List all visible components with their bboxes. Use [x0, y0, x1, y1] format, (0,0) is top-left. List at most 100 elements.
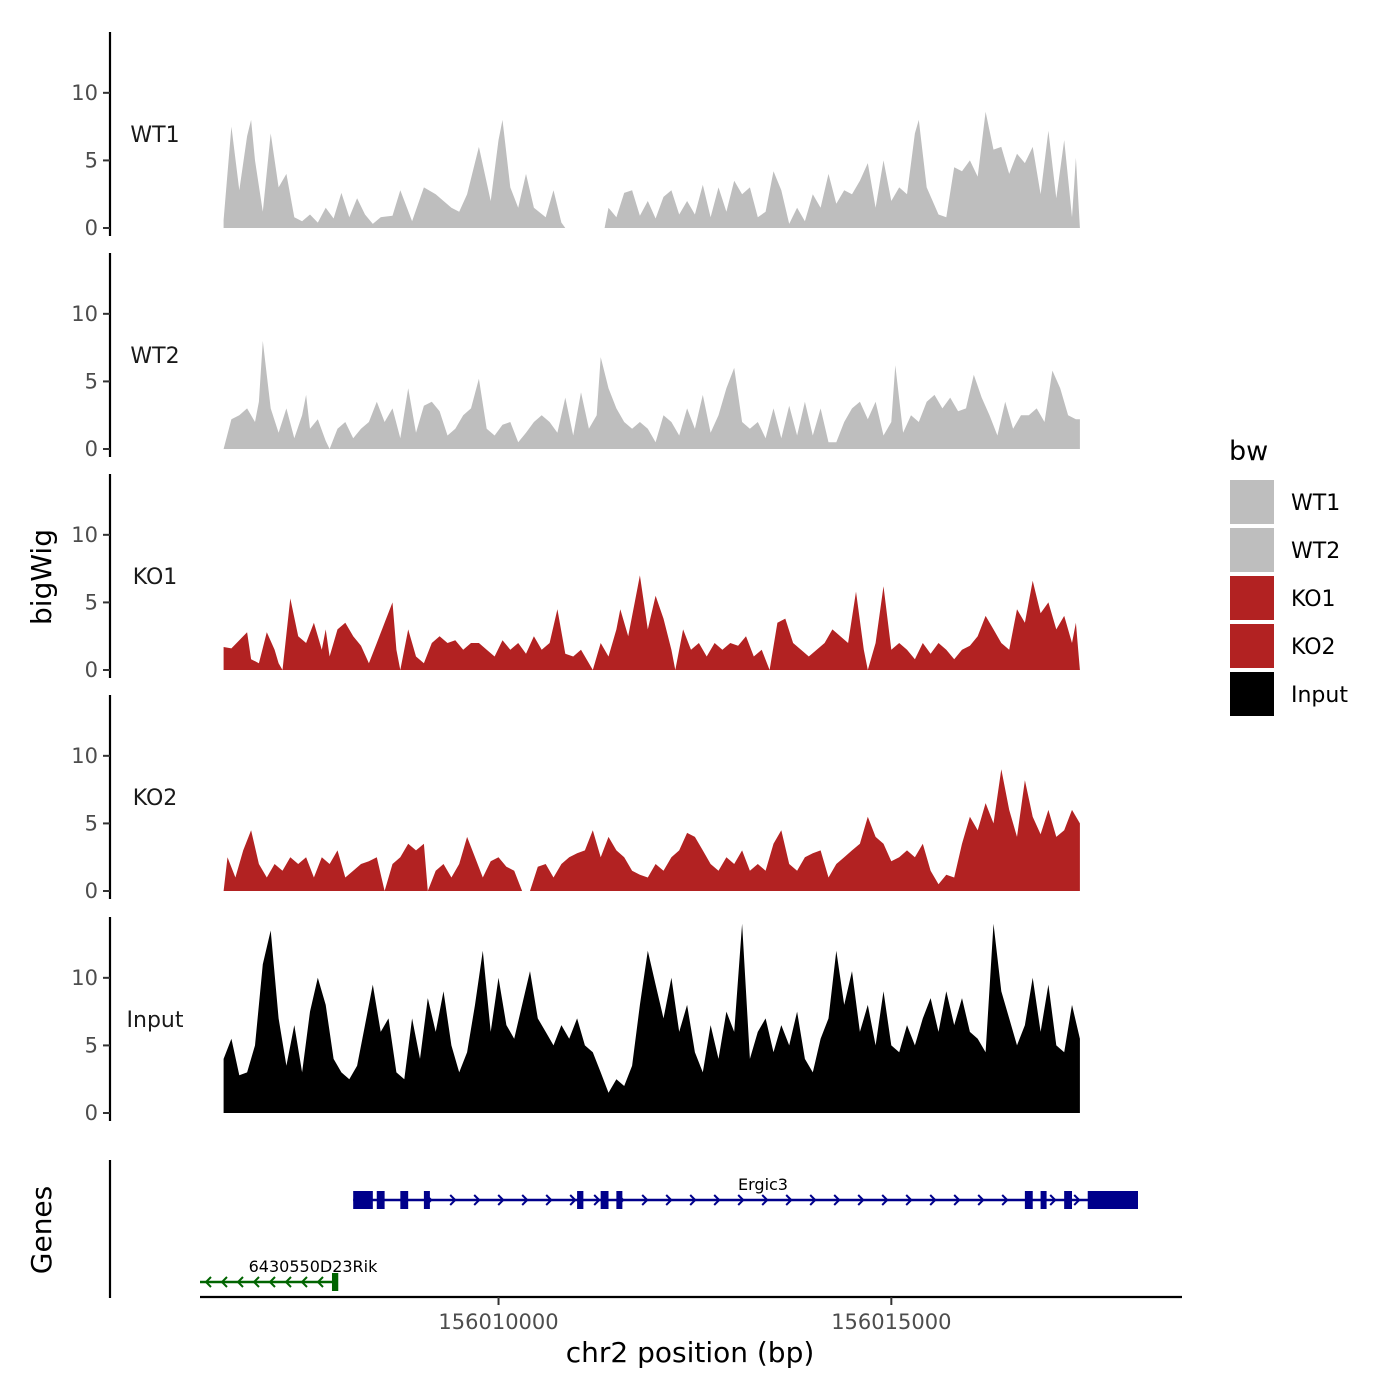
strand-arrow — [284, 1276, 292, 1288]
y-tick-label: 10 — [71, 744, 98, 768]
strand-arrow — [761, 1194, 769, 1206]
strand-arrow — [220, 1276, 228, 1288]
legend-label-wt2: WT2 — [1291, 539, 1340, 564]
y-tick-label: 0 — [85, 1101, 98, 1125]
y-tick-label: 10 — [71, 966, 98, 990]
coverage-area-wt1 — [223, 111, 1080, 228]
strand-arrow — [569, 1194, 577, 1206]
legend-title: bw — [1229, 436, 1268, 467]
legend-label-ko1: KO1 — [1291, 587, 1336, 612]
legend-label-wt1: WT1 — [1291, 491, 1340, 516]
track-ko1: 0 5 10 KO1 — [71, 474, 1080, 682]
genes-axis-title: Genes — [25, 1186, 58, 1274]
y-tick-label: 5 — [85, 369, 98, 393]
track-label: WT2 — [130, 344, 179, 369]
strand-arrow — [641, 1194, 649, 1206]
y-tick-label: 0 — [85, 658, 98, 682]
strand-arrow — [881, 1194, 889, 1206]
strand-arrow — [545, 1194, 553, 1206]
tracks-group: 0 5 10 WT1 0 5 10 WT2 0 5 10 KO1 0 5 10 KO2 0 5 10 Input — [71, 32, 1080, 1125]
strand-arrow — [268, 1276, 276, 1288]
legend-label-input: Input — [1291, 683, 1348, 708]
y-tick-label: 10 — [71, 81, 98, 105]
strand-arrow — [204, 1276, 212, 1288]
legend-swatch-ko2 — [1230, 624, 1274, 668]
track-label: Input — [127, 1008, 184, 1033]
strand-arrow — [785, 1194, 793, 1206]
exon — [1040, 1191, 1047, 1209]
coverage-area-ko2 — [223, 769, 1080, 891]
exon — [376, 1191, 385, 1209]
gene-ergic3: Ergic3 — [353, 1175, 1138, 1209]
gene-6430550d23rik: 6430550D23Rik — [200, 1257, 378, 1291]
strand-arrow — [473, 1194, 481, 1206]
strand-arrow — [689, 1194, 697, 1206]
strand-arrow — [809, 1194, 817, 1206]
exon — [1064, 1191, 1073, 1209]
strand-arrow — [252, 1276, 260, 1288]
strand-arrow — [521, 1194, 529, 1206]
strand-arrow — [857, 1194, 865, 1206]
exon — [1024, 1191, 1033, 1209]
y-tick-label: 5 — [85, 1033, 98, 1057]
x-tick-label: 156015000 — [831, 1310, 951, 1334]
strand-arrow — [316, 1276, 324, 1288]
x-tick-label: 156010000 — [438, 1310, 558, 1334]
exon — [331, 1273, 339, 1291]
strand-arrow — [497, 1194, 505, 1206]
strand-arrow — [713, 1194, 721, 1206]
strand-arrow — [977, 1194, 985, 1206]
y-axis-title: bigWig — [25, 529, 58, 625]
gene-label: Ergic3 — [738, 1175, 788, 1194]
strand-arrow — [737, 1194, 745, 1206]
coverage-area-input — [223, 923, 1080, 1113]
legend-swatch-wt2 — [1230, 528, 1274, 572]
strand-arrow — [905, 1194, 913, 1206]
exon — [353, 1191, 373, 1209]
strand-arrow — [953, 1194, 961, 1206]
legend-swatch-input — [1230, 672, 1274, 716]
legend: bw WT1 WT2 KO1 KO2 Input — [1229, 436, 1348, 716]
exon — [423, 1191, 430, 1209]
strand-arrow — [665, 1194, 673, 1206]
exon — [600, 1191, 609, 1209]
y-tick-label: 10 — [71, 523, 98, 547]
legend-label-ko2: KO2 — [1291, 635, 1336, 660]
y-tick-label: 0 — [85, 879, 98, 903]
strand-arrow — [449, 1194, 457, 1206]
strand-arrow — [236, 1276, 244, 1288]
genes-track: Ergic3 6430550D23Rik — [108, 1160, 1138, 1298]
x-axis-title: chr2 position (bp) — [566, 1336, 815, 1369]
coverage-area-wt2 — [223, 340, 1080, 449]
y-tick-label: 10 — [71, 302, 98, 326]
strand-arrow — [833, 1194, 841, 1206]
legend-swatch-wt1 — [1230, 480, 1274, 524]
strand-arrow — [1073, 1194, 1081, 1206]
y-tick-label: 0 — [85, 437, 98, 461]
y-tick-label: 0 — [85, 216, 98, 240]
track-wt1: 0 5 10 WT1 — [71, 32, 1080, 240]
track-ko2: 0 5 10 KO2 — [71, 695, 1080, 903]
coverage-area-ko1 — [223, 575, 1080, 670]
exon — [616, 1191, 623, 1209]
y-tick-label: 5 — [85, 148, 98, 172]
strand-arrow — [929, 1194, 937, 1206]
legend-swatch-ko1 — [1230, 576, 1274, 620]
strand-arrow — [300, 1276, 308, 1288]
track-label: WT1 — [130, 123, 179, 148]
track-input: 0 5 10 Input — [71, 917, 1080, 1125]
track-wt2: 0 5 10 WT2 — [71, 253, 1080, 461]
strand-arrow — [1001, 1194, 1009, 1206]
x-axis: 156010000 156015000 — [200, 1295, 1182, 1334]
y-tick-label: 5 — [85, 811, 98, 835]
track-label: KO1 — [133, 565, 178, 590]
gene-label: 6430550D23Rik — [249, 1257, 379, 1276]
track-label: KO2 — [133, 786, 178, 811]
exon — [400, 1191, 409, 1209]
exon — [577, 1191, 584, 1209]
strand-arrow — [1049, 1194, 1057, 1206]
y-tick-label: 5 — [85, 590, 98, 614]
exon — [1087, 1191, 1138, 1209]
strand-arrow — [593, 1194, 601, 1206]
